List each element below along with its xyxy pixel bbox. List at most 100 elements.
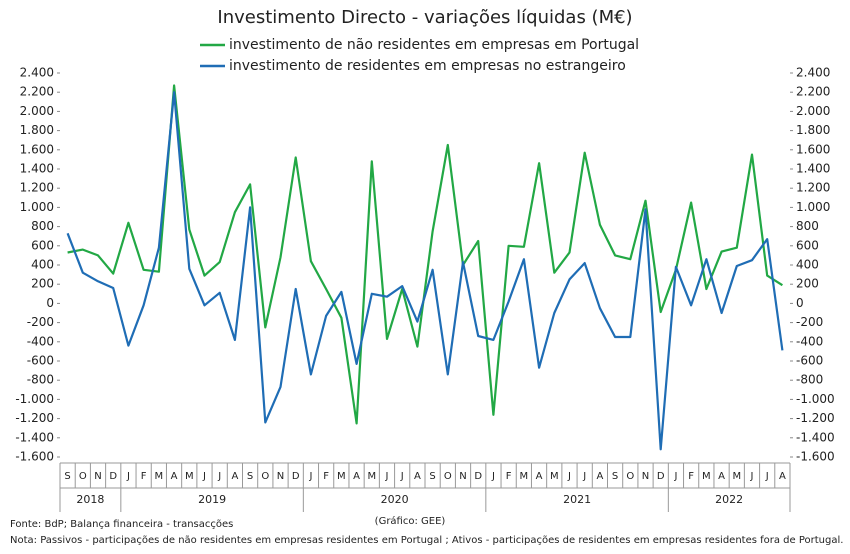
y2-tick-label: 1.600: [796, 142, 830, 156]
x-tick-label: A: [231, 471, 238, 482]
x-tick-label: N: [642, 471, 649, 482]
x-tick-label: D: [109, 471, 117, 482]
y-tick-label: -200: [27, 315, 54, 329]
x-tick-label: A: [414, 471, 421, 482]
x-tick-label: N: [94, 471, 101, 482]
legend-label: investimento de residentes em empresas n…: [229, 58, 626, 74]
y2-tick-label: 0: [796, 296, 804, 310]
x-tick-label: J: [582, 471, 586, 482]
y2-tick-label: 1.400: [796, 162, 830, 176]
x-tick-label: M: [732, 471, 741, 482]
series-line: [67, 84, 783, 425]
x-tick-label: S: [429, 471, 435, 482]
y-tick-label: -1.400: [15, 430, 54, 444]
y-tick-label: 400: [31, 258, 54, 272]
x-tick-label: A: [353, 471, 360, 482]
y-tick-label: -600: [27, 354, 54, 368]
x-tick-label: J: [567, 471, 571, 482]
y-tick-label: 600: [31, 238, 54, 252]
y-tick-label: -1.200: [15, 411, 54, 425]
x-tick-label: F: [506, 471, 512, 482]
x-tick-label: D: [474, 471, 482, 482]
x-tick-label: F: [141, 471, 147, 482]
y2-tick-label: 1.000: [796, 200, 830, 214]
y2-tick-label: 2.000: [796, 104, 830, 118]
x-tick-label: M: [520, 471, 529, 482]
x-tick-label: D: [292, 471, 300, 482]
x-tick-label: F: [688, 471, 694, 482]
x-tick-label: A: [718, 471, 725, 482]
y-tick-label: 200: [31, 277, 54, 291]
x-tick-label: J: [202, 471, 206, 482]
y2-tick-label: -1.200: [796, 411, 835, 425]
y2-tick-label: 400: [796, 258, 819, 272]
y2-tick-label: -1.000: [796, 392, 835, 406]
x-tick-label: J: [308, 471, 312, 482]
x-tick-label: M: [337, 471, 346, 482]
x-tick-label: O: [626, 471, 634, 482]
year-label: 2018: [76, 493, 104, 506]
series-line: [66, 91, 784, 451]
year-label: 2019: [198, 493, 226, 506]
x-tick-label: M: [702, 471, 711, 482]
x-tick-label: S: [612, 471, 618, 482]
y-tick-label: 1.800: [20, 123, 54, 137]
x-tick-label: J: [385, 471, 389, 482]
y-tick-label: 1.600: [20, 142, 54, 156]
x-tick-label: O: [261, 471, 269, 482]
y-tick-label: 0: [46, 296, 54, 310]
legend-label: investimento de não residentes em empres…: [229, 37, 639, 53]
x-tick-label: M: [367, 471, 376, 482]
y2-tick-label: 200: [796, 277, 819, 291]
x-tick-label: J: [765, 471, 769, 482]
year-label: 2022: [715, 493, 743, 506]
y-tick-label: 800: [31, 219, 54, 233]
year-label: 2021: [563, 493, 591, 506]
x-tick-label: A: [779, 471, 786, 482]
x-tick-label: J: [400, 471, 404, 482]
y-tick-label: -400: [27, 334, 54, 348]
y2-tick-label: 1.200: [796, 181, 830, 195]
y2-tick-label: 2.400: [796, 66, 830, 80]
x-tick-label: M: [185, 471, 194, 482]
year-label: 2020: [381, 493, 409, 506]
chart-title: Investimento Directo - variações líquida…: [217, 7, 632, 28]
x-tick-label: S: [64, 471, 70, 482]
x-tick-label: A: [171, 471, 178, 482]
y-tick-label: 1.000: [20, 200, 54, 214]
x-tick-label: A: [536, 471, 543, 482]
x-tick-label: O: [444, 471, 452, 482]
y2-tick-label: 2.200: [796, 85, 830, 99]
y2-tick-label: -800: [796, 373, 823, 387]
y2-tick-label: -400: [796, 334, 823, 348]
credit: (Gráfico: GEE): [375, 515, 446, 527]
x-tick-label: A: [596, 471, 603, 482]
y-tick-label: 2.000: [20, 104, 54, 118]
x-tick-label: N: [459, 471, 466, 482]
y-tick-label: 2.400: [20, 66, 54, 80]
x-tick-label: M: [550, 471, 559, 482]
y2-tick-label: 800: [796, 219, 819, 233]
y2-tick-label: -600: [796, 354, 823, 368]
x-tick-label: M: [155, 471, 164, 482]
x-tick-label: J: [217, 471, 221, 482]
x-tick-label: J: [673, 471, 677, 482]
x-tick-label: J: [750, 471, 754, 482]
x-tick-label: N: [277, 471, 284, 482]
x-tick-label: J: [491, 471, 495, 482]
y2-tick-label: -1.400: [796, 430, 835, 444]
y-tick-label: 2.200: [20, 85, 54, 99]
y-tick-label: -1.600: [15, 450, 54, 464]
x-tick-label: J: [126, 471, 130, 482]
y-tick-label: -800: [27, 373, 54, 387]
y2-tick-label: -200: [796, 315, 823, 329]
x-tick-label: S: [247, 471, 253, 482]
note: Nota: Passivos - participações de não re…: [10, 535, 843, 546]
y2-tick-label: 600: [796, 238, 819, 252]
source: Fonte: BdP; Balança financeira - transac…: [10, 519, 233, 530]
x-tick-label: O: [79, 471, 87, 482]
x-tick-label: D: [657, 471, 665, 482]
y2-tick-label: 1.800: [796, 123, 830, 137]
x-tick-label: F: [323, 471, 329, 482]
